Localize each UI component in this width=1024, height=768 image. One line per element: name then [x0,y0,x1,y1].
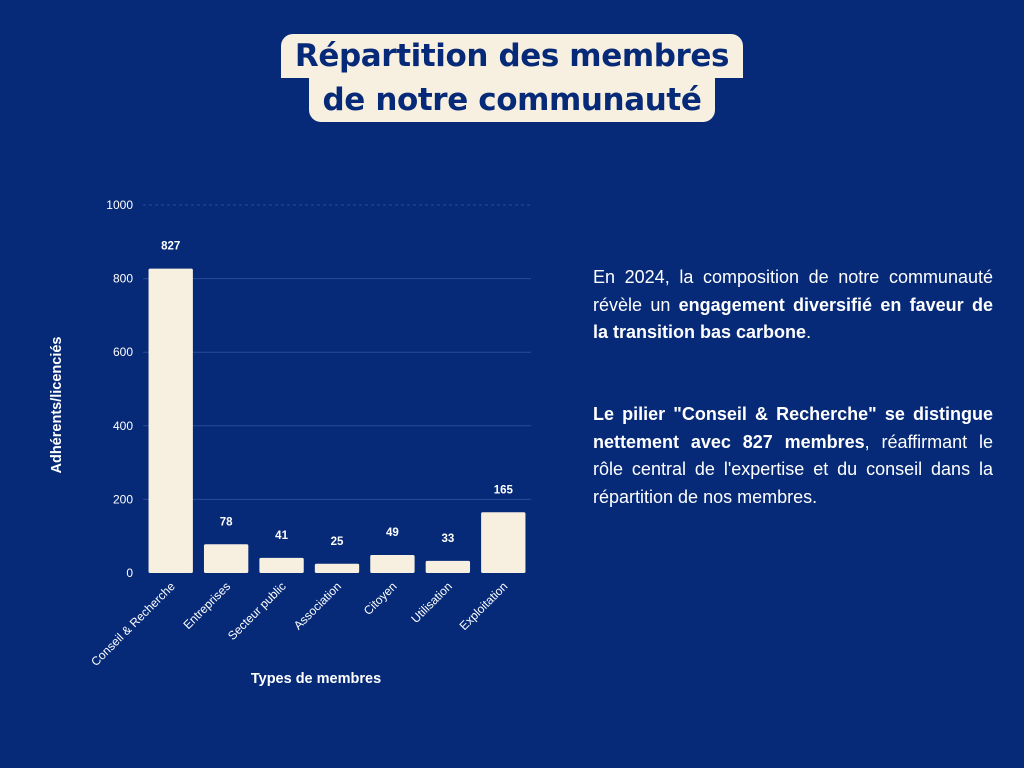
gridlines [143,204,531,500]
bar [203,544,249,573]
page-title-line-1: Répartition des membres [280,34,744,78]
data-labels: 827 78 41 25 49 33 165 [161,241,513,548]
y-tick-label: 0 [126,566,133,580]
y-axis-label: Adhérents/licenciés [49,337,65,474]
x-tick-label: Conseil & Recherche [88,579,178,669]
data-label: 25 [331,536,344,548]
highlight-text-bold: Le pilier "Conseil & Recherche" se disti… [593,404,993,452]
x-tick-label: Secteur public [225,579,289,643]
bar [259,557,304,573]
x-tick-label: Exploitation [457,579,511,633]
x-tick-label: Entreprises [180,579,233,632]
bar [481,512,526,573]
bar [370,554,415,573]
y-tick-label: 600 [113,345,133,359]
data-label: 165 [494,484,514,496]
highlight-paragraph: Le pilier "Conseil & Recherche" se disti… [593,401,993,511]
x-tick-label: Citoyen [361,579,400,618]
summary-text-end: . [806,322,812,342]
summary-text-bold: engagement diversifié en faveur de la tr… [593,294,993,343]
highlight-text-rest: , réaffirmant le rôle central de l'exper… [593,431,993,507]
page-title-line-2: de notre communauté [308,78,716,122]
y-tick-label: 1000 [106,198,133,212]
bar [314,563,360,573]
y-tick-label: 400 [113,419,133,433]
data-label: 41 [275,530,288,542]
y-axis-ticks: 0 200 400 600 800 1000 [106,198,133,580]
bar [425,560,471,573]
y-tick-label: 200 [113,492,133,506]
summary-text-a: En 2024, la composition de notre communa… [593,267,993,315]
bars [148,268,526,573]
x-axis-label: Types de membres [251,671,381,687]
y-tick-label: 800 [113,272,133,286]
data-label: 78 [220,516,233,528]
data-label: 49 [386,527,399,539]
data-label: 827 [161,241,180,253]
data-label: 33 [441,533,454,545]
bar [148,268,193,573]
title-block: Répartition des membres de notre communa… [0,34,1024,130]
summary-paragraph: En 2024, la composition de notre communa… [593,264,993,347]
x-tick-label: Utilisation [408,579,455,626]
x-tick-label: Association [291,579,344,632]
bar-chart: 0 200 400 600 800 1000 827 78 41 25 49 33 165 Conse… [49,198,531,687]
